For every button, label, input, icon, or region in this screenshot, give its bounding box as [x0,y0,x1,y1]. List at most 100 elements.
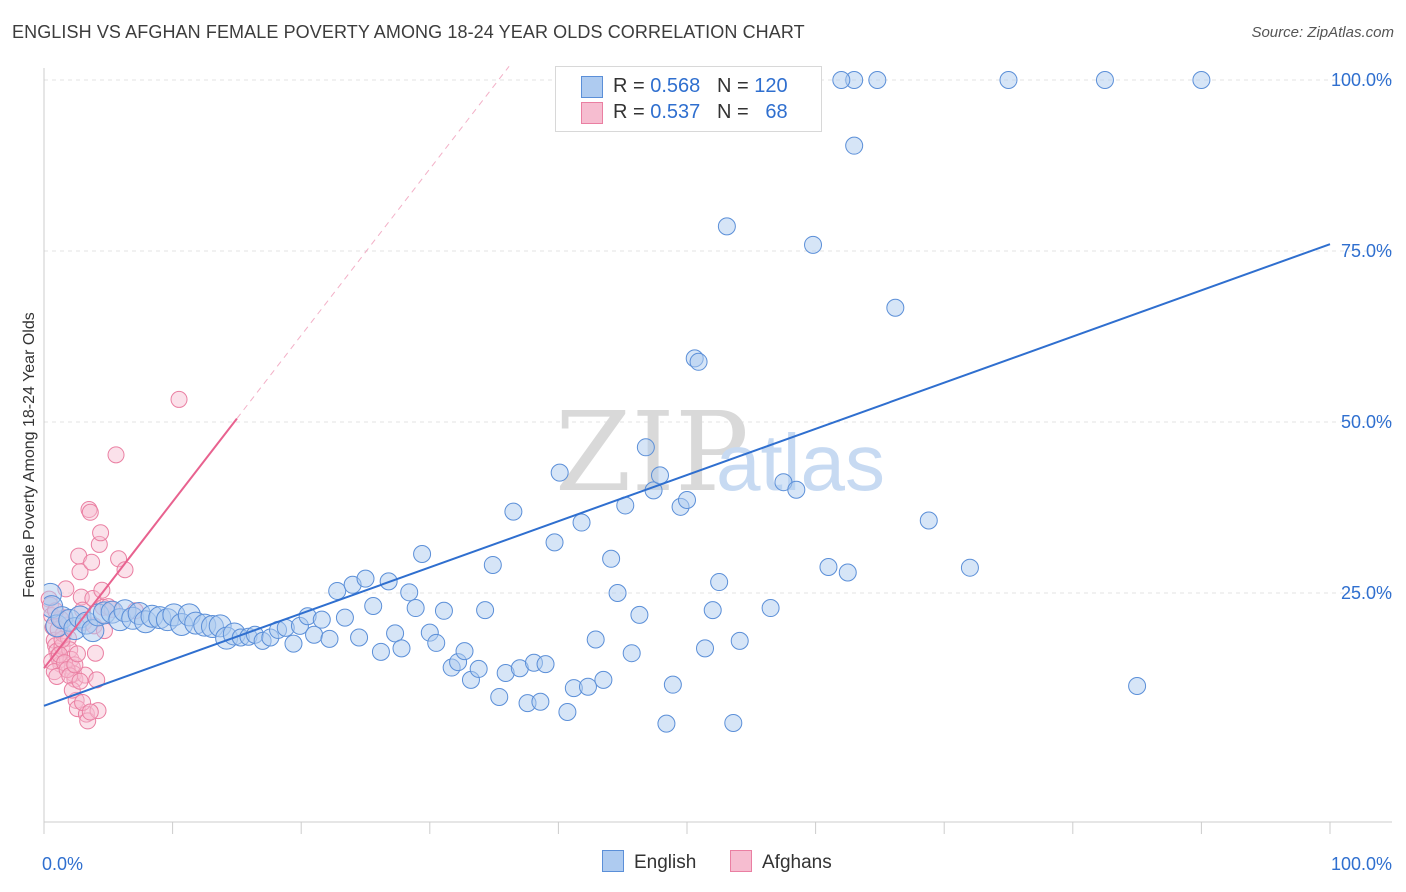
source-label: Source: ZipAtlas.com [1251,24,1394,41]
english-point [386,624,405,643]
trend-lines [43,66,1331,707]
english-point [730,631,749,650]
english-point [455,642,474,661]
series-legend: English Afghans [0,850,1406,878]
afghans-point [93,581,111,599]
chart-title: ENGLISH VS AFGHAN FEMALE POVERTY AMONG 1… [12,22,805,42]
afghans-legend-label: Afghans [762,852,832,873]
english-point [608,584,627,602]
english-point [650,466,669,485]
english-n-label: N = [716,75,755,97]
english-point [845,136,864,155]
afghans-point [81,703,99,721]
english-point [490,687,509,706]
english-point [335,608,354,627]
legend-row-english: R = 0.568 N = 120 [581,75,788,99]
english-point [622,644,641,663]
english-point [427,633,446,652]
watermark: ZIP atlas [555,388,885,516]
y-tick-label: 25.0% [1341,583,1392,603]
english-n-value: 120 [754,75,788,97]
english-point [578,677,597,696]
afghans-swatch [581,101,603,124]
correlation-legend: R = 0.568 N = 120 R = 0.537 N = 68 [555,66,822,132]
y-tick-label: 75.0% [1341,241,1392,261]
english-point [886,298,905,317]
afghans-n-label: N = [716,101,755,123]
english-point [868,71,887,89]
english-point [406,599,425,618]
english-point [804,235,823,254]
english-point [328,581,347,600]
english-point [594,670,613,689]
afghans-point [116,561,134,579]
english-point [1192,71,1211,89]
english-point [663,675,682,694]
afghans-r-value: 0.537 [650,101,701,123]
english-swatch [581,75,603,98]
english-point [586,630,605,649]
afghans-point [50,646,68,664]
english-point [832,71,851,89]
english-point [350,628,369,647]
afghans-point [110,550,128,568]
afghans-point [68,645,86,663]
english-r-label: R = [613,75,651,97]
english-point [305,625,324,644]
y-tick-label: 50.0% [1341,412,1392,432]
y-tick-label: 100.0% [1331,70,1392,90]
english-point [356,569,375,588]
english-point [724,713,743,732]
english-point [717,217,736,236]
english-series [44,71,1211,733]
english-point [400,583,419,602]
english-point [999,71,1018,89]
english-trend-line [43,243,1331,707]
english-point [703,601,722,620]
english-point [838,563,857,582]
english-point [545,533,564,552]
english-point [371,642,390,661]
english-point [787,480,806,499]
afghans-point [86,644,104,662]
english-point [558,703,577,722]
english-point [919,511,938,530]
afghans-point [71,672,89,690]
legend-item-afghans[interactable]: Afghans [730,850,832,874]
english-point [630,605,649,624]
english-point [476,601,495,620]
legend-row-afghans: R = 0.537 N = 68 [581,101,788,125]
english-point [531,692,550,711]
afghans-point [48,667,66,685]
english-point [761,599,780,618]
english-point [284,634,303,653]
legend-item-english[interactable]: English [602,850,697,874]
afghans-r-label: R = [613,101,651,123]
axes [43,68,1392,834]
english-point [469,659,488,678]
afghans-trend-line [43,417,238,669]
afghans-point [83,553,101,571]
afghans-point [81,503,99,521]
english-point [550,463,569,482]
english-point [1095,71,1114,89]
english-legend-label: English [634,852,697,873]
english-point [320,629,339,648]
english-point [483,555,502,574]
english-legend-swatch [602,850,624,873]
afghans-point [80,501,98,519]
afghans-n-value: 68 [765,101,788,123]
afghans-point [71,563,89,581]
grid-lines [44,79,1392,594]
english-point [602,549,621,568]
afghans-point [107,446,125,464]
english-point [657,714,676,733]
x-tick-label: 100.0% [1331,854,1392,874]
x-tick-label: 0.0% [42,854,83,874]
afghans-series [40,390,188,730]
english-point [413,545,432,564]
english-point [572,513,591,532]
english-point [710,573,729,592]
english-point [636,438,655,457]
